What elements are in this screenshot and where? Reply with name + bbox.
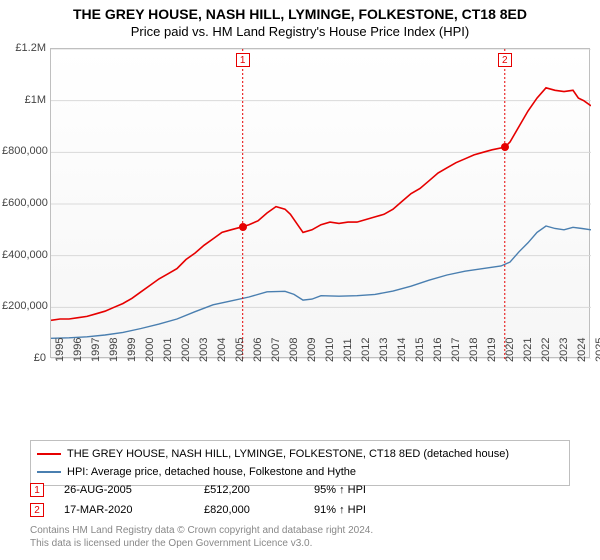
ytick-label: £600,000 [2, 197, 46, 209]
xtick-label: 1999 [126, 338, 138, 362]
xtick-label: 2001 [162, 338, 174, 362]
ytick-label: £800,000 [2, 145, 46, 157]
xtick-label: 1997 [90, 338, 102, 362]
footnote-line-1: Contains HM Land Registry data © Crown c… [30, 524, 373, 537]
transactions-table: 1 26-AUG-2005 £512,200 95% ↑ HPI 2 17-MA… [30, 480, 570, 520]
xtick-label: 2012 [360, 338, 372, 362]
xtick-label: 2011 [342, 338, 354, 362]
xtick-label: 2021 [522, 338, 534, 362]
transaction-date-0: 26-AUG-2005 [64, 484, 184, 496]
xtick-label: 2000 [144, 338, 156, 362]
xtick-label: 2025 [594, 338, 600, 362]
xtick-label: 2023 [558, 338, 570, 362]
xtick-label: 2004 [216, 338, 228, 362]
xtick-label: 2009 [306, 338, 318, 362]
xtick-label: 2008 [288, 338, 300, 362]
transaction-date-1: 17-MAR-2020 [64, 504, 184, 516]
transaction-point-1 [501, 143, 509, 151]
legend-label-1: HPI: Average price, detached house, Folk… [67, 466, 356, 478]
legend-swatch-1 [37, 471, 61, 473]
xtick-label: 2006 [252, 338, 264, 362]
transaction-top-marker-0: 1 [236, 53, 250, 67]
xtick-label: 2002 [180, 338, 192, 362]
transaction-ratio-1: 91% ↑ HPI [314, 504, 434, 516]
xtick-label: 2020 [504, 338, 516, 362]
xtick-label: 2003 [198, 338, 210, 362]
xtick-label: 2024 [576, 338, 588, 362]
legend-row-0: THE GREY HOUSE, NASH HILL, LYMINGE, FOLK… [37, 445, 563, 463]
legend-label-0: THE GREY HOUSE, NASH HILL, LYMINGE, FOLK… [67, 448, 509, 460]
footnote: Contains HM Land Registry data © Crown c… [30, 524, 373, 550]
chart-svg [51, 49, 591, 359]
page-subtitle: Price paid vs. HM Land Registry's House … [0, 22, 600, 43]
transaction-row-0: 1 26-AUG-2005 £512,200 95% ↑ HPI [30, 480, 570, 500]
transaction-price-0: £512,200 [204, 484, 294, 496]
ytick-label: £0 [2, 352, 46, 364]
ytick-label: £400,000 [2, 249, 46, 261]
xtick-label: 2018 [468, 338, 480, 362]
xtick-label: 1996 [72, 338, 84, 362]
transaction-marker-1: 2 [30, 503, 44, 517]
xtick-label: 2010 [324, 338, 336, 362]
footnote-line-2: This data is licensed under the Open Gov… [30, 537, 373, 550]
xtick-label: 1998 [108, 338, 120, 362]
series-line-1 [51, 226, 591, 338]
chart-area: 12 £0£200,000£400,000£600,000£800,000£1M… [0, 48, 600, 398]
ytick-label: £1.2M [2, 42, 46, 54]
transaction-marker-0: 1 [30, 483, 44, 497]
xtick-label: 1995 [54, 338, 66, 362]
page-title: THE GREY HOUSE, NASH HILL, LYMINGE, FOLK… [0, 0, 600, 22]
transaction-point-0 [239, 223, 247, 231]
xtick-label: 2015 [414, 338, 426, 362]
xtick-label: 2022 [540, 338, 552, 362]
ytick-label: £1M [2, 94, 46, 106]
transaction-top-marker-1: 2 [498, 53, 512, 67]
ytick-label: £200,000 [2, 300, 46, 312]
xtick-label: 2005 [234, 338, 246, 362]
transaction-row-1: 2 17-MAR-2020 £820,000 91% ↑ HPI [30, 500, 570, 520]
xtick-label: 2016 [432, 338, 444, 362]
legend-row-1: HPI: Average price, detached house, Folk… [37, 463, 563, 481]
plot-area: 12 [50, 48, 590, 358]
transaction-ratio-0: 95% ↑ HPI [314, 484, 434, 496]
transaction-price-1: £820,000 [204, 504, 294, 516]
xtick-label: 2017 [450, 338, 462, 362]
xtick-label: 2007 [270, 338, 282, 362]
xtick-label: 2019 [486, 338, 498, 362]
legend-swatch-0 [37, 453, 61, 455]
xtick-label: 2014 [396, 338, 408, 362]
xtick-label: 2013 [378, 338, 390, 362]
